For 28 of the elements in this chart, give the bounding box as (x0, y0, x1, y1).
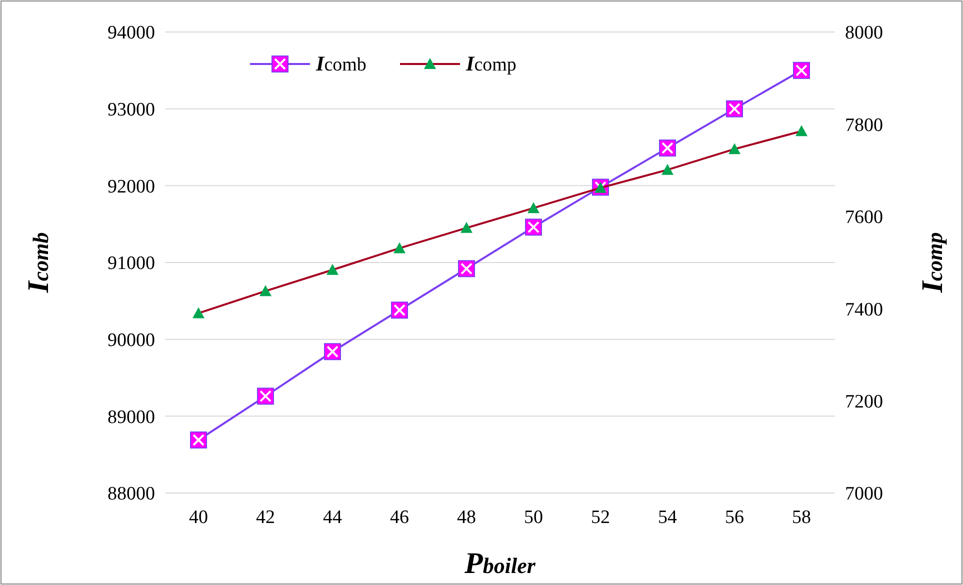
x-tick-label: 58 (792, 507, 811, 528)
y2-tick-label: 7800 (845, 114, 883, 136)
x-tick-label: 48 (457, 507, 476, 528)
x-tick-label: 40 (189, 507, 208, 528)
y2-tick-label: 8000 (845, 22, 883, 44)
y-tick-label: 93000 (108, 99, 155, 120)
x-tick-label: 50 (524, 507, 543, 528)
x-tick-label: 46 (390, 507, 409, 528)
y2-tick-label: 7400 (845, 299, 883, 320)
x-axis-title: Pboiler (464, 547, 536, 580)
y2-tick-label: 7600 (845, 207, 883, 228)
y-tick-label: 94000 (108, 22, 155, 44)
y2-tick-label: 7000 (845, 484, 883, 505)
legend-label: Icomp (465, 52, 516, 76)
y-tick-label: 91000 (108, 253, 155, 274)
y2-tick-label: 7200 (845, 391, 883, 412)
y-axis-title: Icomb (22, 232, 55, 294)
y-tick-label: 92000 (108, 176, 155, 198)
x-tick-label: 52 (591, 507, 610, 528)
legend-label: Icomb (315, 52, 366, 76)
x-tick-label: 42 (256, 507, 275, 528)
y2-axis-title: Icomp (916, 232, 949, 294)
y-tick-label: 89000 (108, 406, 155, 428)
y-tick-label: 90000 (108, 330, 155, 351)
x-tick-label: 54 (658, 507, 678, 528)
x-tick-label: 44 (323, 507, 342, 528)
y-tick-label: 88000 (108, 484, 155, 505)
x-tick-label: 56 (725, 507, 744, 528)
